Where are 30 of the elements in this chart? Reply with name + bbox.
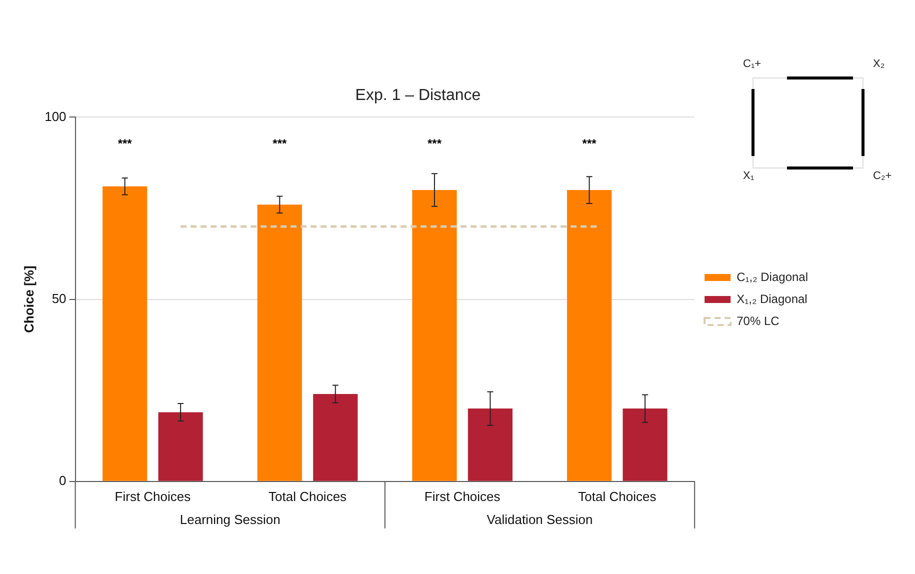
text: Validation Session <box>486 512 593 527</box>
annotation: *** <box>427 136 442 151</box>
bar <box>622 408 668 481</box>
x-tick-label: Total Choices <box>268 488 348 504</box>
bar <box>102 186 148 481</box>
y-tick-label: 100 <box>44 108 66 124</box>
text: X₁ <box>743 170 754 182</box>
text: C₂+ <box>873 170 892 182</box>
bar <box>567 190 612 481</box>
legend-label: C₁,₂ Diagonal <box>736 270 808 284</box>
bar <box>257 204 302 481</box>
bar <box>412 190 457 481</box>
bar <box>158 412 203 481</box>
chart-title: Exp. 1 – Distance <box>355 87 481 104</box>
bar <box>313 394 358 481</box>
y-tick-label: 50 <box>52 290 66 306</box>
text: X₂ <box>873 58 885 70</box>
annotation: *** <box>118 136 132 151</box>
y-axis-title: Choice [%] <box>21 266 36 333</box>
x-tick-label: First Choices <box>114 488 192 504</box>
legend-label: X₁,₂ Diagonal <box>736 292 808 306</box>
annotation: *** <box>272 136 287 151</box>
text: C₁+ <box>743 58 762 70</box>
x-tick-label: Total Choices <box>578 488 657 504</box>
x-tick-label: First Choices <box>424 488 501 504</box>
legend-label: 70% LC <box>736 314 780 328</box>
annotation: *** <box>582 136 597 151</box>
y-tick-label: 0 <box>59 472 66 488</box>
text: Learning Session <box>180 512 280 527</box>
bar <box>468 408 513 481</box>
